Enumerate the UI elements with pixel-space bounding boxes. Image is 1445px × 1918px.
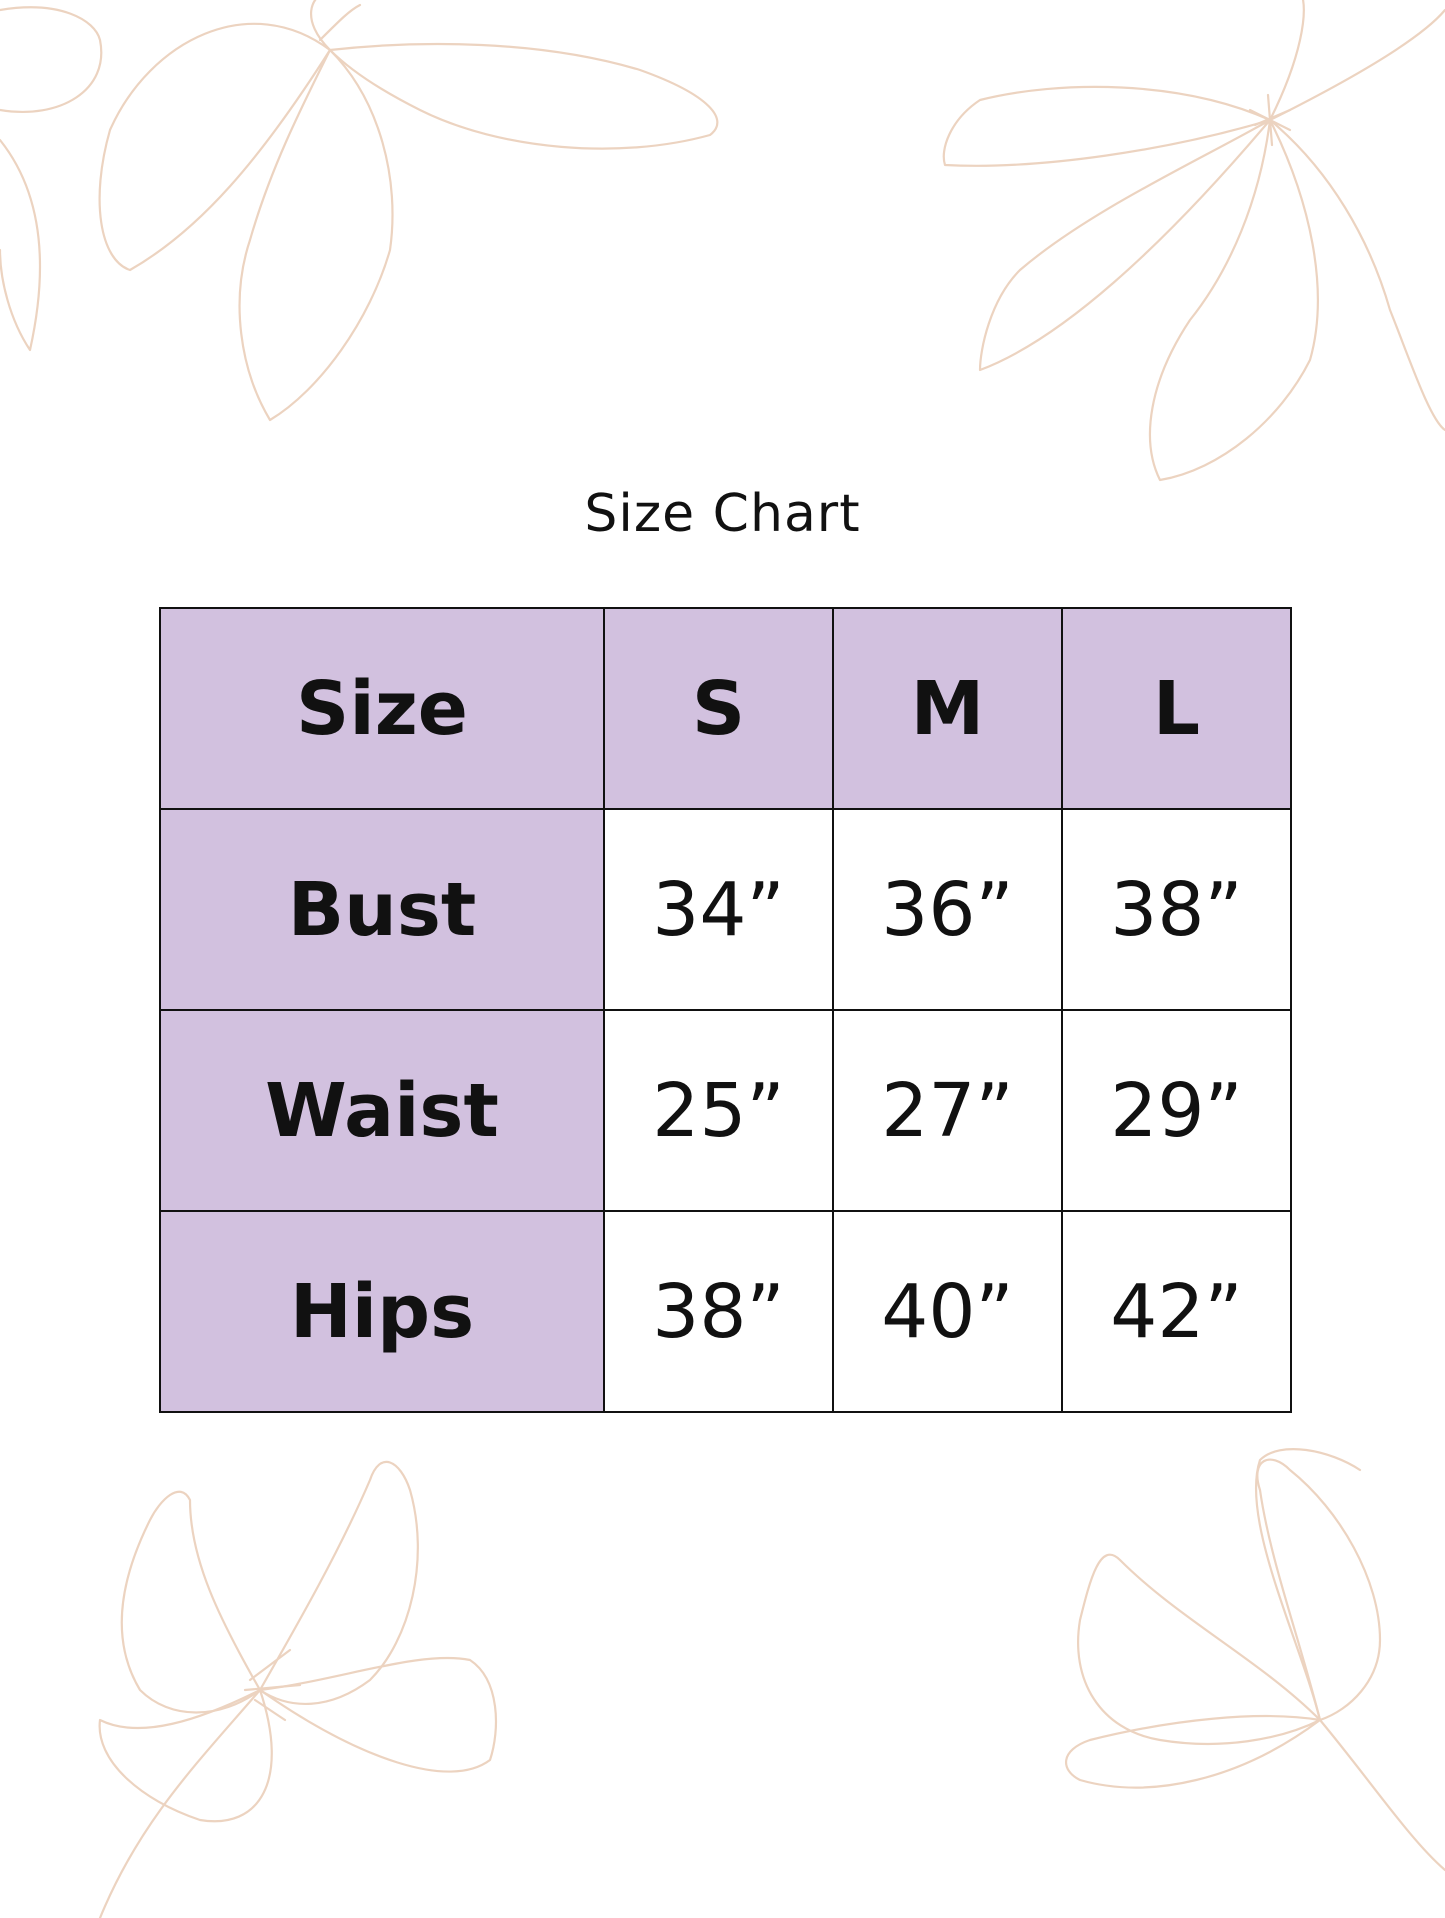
table-cell: 25” bbox=[603, 1009, 834, 1212]
header-cell-size: Size bbox=[159, 607, 605, 810]
table-cell: 36” bbox=[832, 808, 1063, 1011]
row-label: Hips bbox=[159, 1210, 605, 1413]
table-row-bust: Bust 34” 36” 38” bbox=[159, 808, 1292, 1011]
header-cell-l: L bbox=[1061, 607, 1292, 810]
size-chart-table: Size S M L Bust 34” 36” 38” Waist 25” 27… bbox=[159, 607, 1292, 1413]
flower-bottom-left-icon bbox=[98, 1460, 498, 1918]
table-cell: 42” bbox=[1061, 1210, 1292, 1413]
flower-top-right-icon bbox=[942, 0, 1445, 482]
row-label: Bust bbox=[159, 808, 605, 1011]
row-label: Waist bbox=[159, 1009, 605, 1212]
table-cell: 29” bbox=[1061, 1009, 1292, 1212]
header-cell-m: M bbox=[832, 607, 1063, 810]
table-header-row: Size S M L bbox=[159, 607, 1292, 810]
flower-top-left-icon bbox=[0, 0, 719, 422]
flower-bottom-right-icon bbox=[1064, 1448, 1445, 1872]
table-cell: 27” bbox=[832, 1009, 1063, 1212]
table-row-hips: Hips 38” 40” 42” bbox=[159, 1210, 1292, 1413]
table-cell: 34” bbox=[603, 808, 834, 1011]
table-row-waist: Waist 25” 27” 29” bbox=[159, 1009, 1292, 1212]
table-cell: 38” bbox=[603, 1210, 834, 1413]
header-cell-s: S bbox=[603, 607, 834, 810]
page-title: Size Chart bbox=[584, 484, 861, 544]
table-cell: 38” bbox=[1061, 808, 1292, 1011]
table-cell: 40” bbox=[832, 1210, 1063, 1413]
